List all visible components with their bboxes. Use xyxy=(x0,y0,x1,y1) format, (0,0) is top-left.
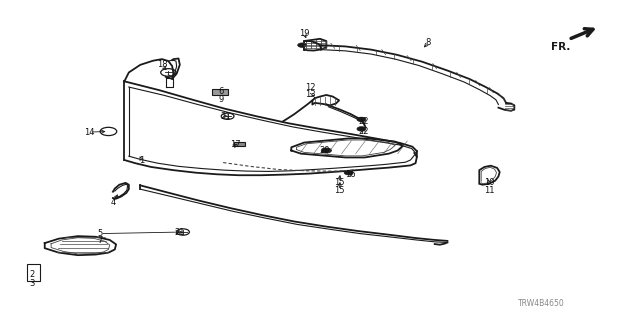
Circle shape xyxy=(357,117,366,122)
Text: FR.: FR. xyxy=(550,42,570,52)
Text: 15: 15 xyxy=(334,186,344,195)
Text: 5: 5 xyxy=(97,229,103,238)
Text: TRW4B4650: TRW4B4650 xyxy=(518,300,564,308)
Text: 16: 16 xyxy=(345,170,356,179)
Bar xyxy=(27,264,40,281)
Text: 13: 13 xyxy=(305,91,316,100)
Text: 9: 9 xyxy=(219,95,224,104)
Text: 12: 12 xyxy=(305,83,316,92)
Circle shape xyxy=(298,43,307,47)
Text: 20: 20 xyxy=(320,146,330,155)
Text: 21: 21 xyxy=(220,112,231,121)
Text: 6: 6 xyxy=(218,87,224,96)
Text: 11: 11 xyxy=(484,186,494,195)
Text: 4: 4 xyxy=(110,198,116,207)
Text: 17: 17 xyxy=(230,140,241,149)
Text: 14: 14 xyxy=(84,128,95,137)
Text: 22: 22 xyxy=(358,127,369,136)
Text: 8: 8 xyxy=(426,38,431,47)
Circle shape xyxy=(344,171,353,175)
Text: 2: 2 xyxy=(29,270,35,279)
Text: 10: 10 xyxy=(484,178,494,187)
Text: 15: 15 xyxy=(334,178,344,187)
Text: 21: 21 xyxy=(175,228,185,237)
Circle shape xyxy=(357,127,366,131)
Text: 3: 3 xyxy=(29,279,35,288)
Circle shape xyxy=(321,148,332,153)
Bar xyxy=(212,89,228,95)
Bar xyxy=(234,142,246,146)
Text: 7: 7 xyxy=(97,236,103,245)
Text: 18: 18 xyxy=(157,60,167,69)
Text: 1: 1 xyxy=(139,156,144,164)
Text: 22: 22 xyxy=(358,117,369,126)
Text: 19: 19 xyxy=(299,28,309,38)
